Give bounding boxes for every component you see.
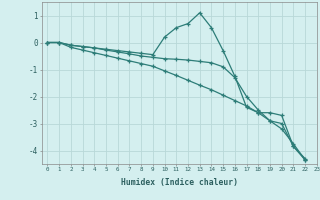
X-axis label: Humidex (Indice chaleur): Humidex (Indice chaleur) [121,178,238,187]
